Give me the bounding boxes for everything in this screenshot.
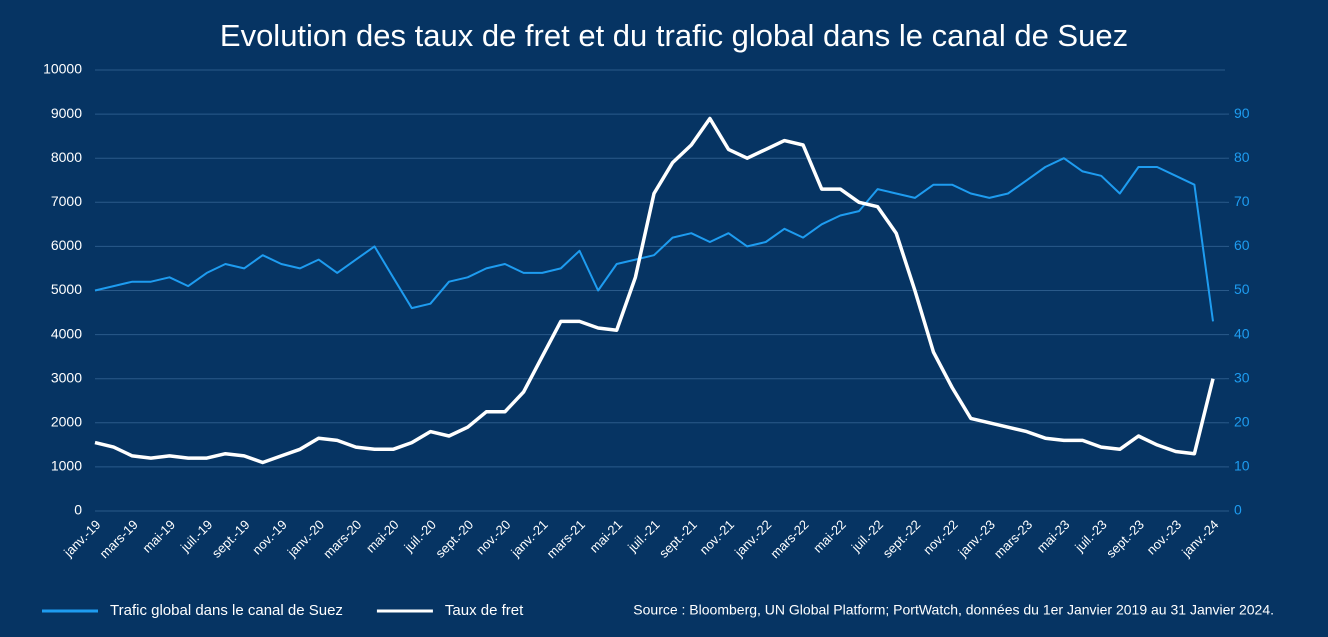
y2-tick-label: 20 [1234, 414, 1250, 430]
y-tick-label: 0 [74, 502, 82, 518]
series-line [94, 116, 1215, 465]
legend-label: Taux de fret [445, 602, 524, 619]
y-tick-label: 3000 [51, 369, 82, 385]
y-tick-label: 9000 [51, 105, 82, 121]
y2-tick-label: 50 [1234, 281, 1250, 297]
y-tick-label: 4000 [51, 325, 82, 341]
y-tick-label: 10000 [43, 61, 82, 77]
y2-tick-label: 40 [1234, 325, 1250, 341]
legend-label: Trafic global dans le canal de Suez [110, 602, 343, 619]
y2-tick-label: 70 [1234, 193, 1250, 209]
chart-title: Evolution des taux de fret et du trafic … [220, 18, 1128, 53]
y2-tick-label: 0 [1234, 502, 1242, 518]
y-tick-label: 2000 [51, 414, 82, 430]
y-tick-label: 8000 [51, 149, 82, 165]
y2-tick-label: 10 [1234, 458, 1250, 474]
y2-tick-label: 80 [1234, 149, 1250, 165]
y-tick-label: 5000 [51, 281, 82, 297]
y2-tick-label: 90 [1234, 105, 1250, 121]
source-note: Source : Bloomberg, UN Global Platform; … [633, 602, 1274, 618]
y2-tick-label: 30 [1234, 369, 1250, 385]
y-tick-label: 1000 [51, 458, 82, 474]
y-tick-label: 7000 [51, 193, 82, 209]
series-line [94, 157, 1214, 322]
y-tick-label: 6000 [51, 237, 82, 253]
y2-tick-label: 60 [1234, 237, 1250, 253]
